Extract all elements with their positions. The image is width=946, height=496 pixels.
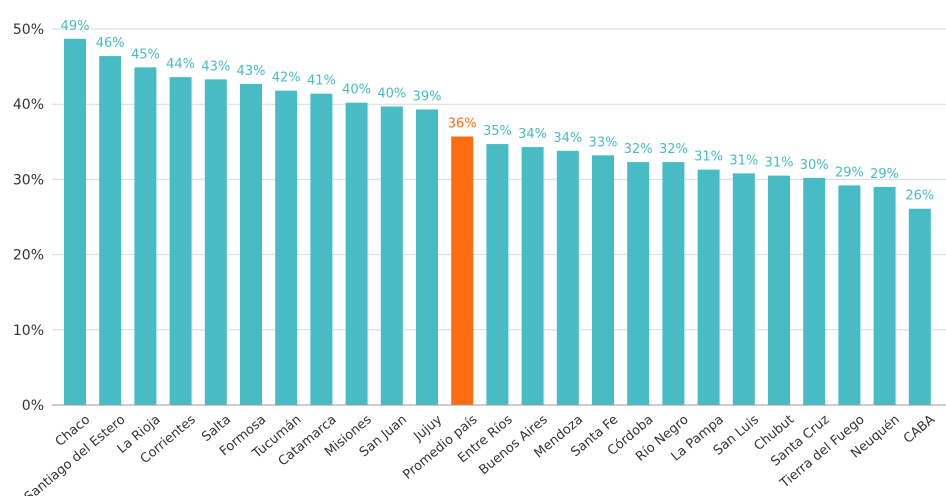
bar (556, 150, 579, 405)
bar (803, 177, 826, 405)
data-label: 49% (61, 19, 90, 34)
data-label: 39% (413, 89, 442, 104)
bar (592, 155, 614, 405)
bars (64, 38, 931, 406)
data-label: 40% (377, 86, 406, 101)
data-label: 44% (166, 57, 195, 72)
bar (768, 175, 790, 405)
data-label: 31% (729, 153, 758, 168)
x-tick-label: CABA (901, 412, 938, 447)
data-label: 40% (342, 83, 371, 98)
bar (99, 56, 122, 406)
bar (204, 79, 227, 405)
bar (521, 147, 544, 405)
data-label: 32% (659, 142, 688, 157)
data-label: 36% (448, 117, 477, 132)
data-label: 34% (553, 131, 582, 146)
y-tick-label: 40% (13, 97, 44, 113)
bar (908, 208, 931, 405)
y-tick-label: 10% (13, 323, 44, 339)
data-label: 43% (237, 64, 266, 79)
bar (873, 186, 896, 405)
bar (169, 77, 192, 406)
bar (134, 67, 157, 406)
data-label: 43% (201, 59, 230, 74)
data-label: 33% (589, 135, 618, 150)
data-label: 35% (483, 124, 512, 139)
bar (451, 136, 474, 405)
bar (697, 169, 720, 405)
bar (64, 38, 86, 405)
bar (662, 162, 685, 405)
data-label: 31% (765, 156, 794, 171)
data-label: 42% (272, 71, 301, 86)
data-label: 32% (624, 142, 653, 157)
bar (416, 109, 438, 406)
data-label: 30% (800, 158, 829, 173)
data-label: 31% (694, 150, 723, 165)
bar (275, 90, 298, 405)
bar (838, 185, 861, 405)
data-label: 46% (96, 36, 125, 51)
data-label: 41% (307, 74, 336, 89)
data-label: 29% (870, 167, 899, 182)
y-tick-label: 20% (13, 248, 44, 264)
data-label: 34% (518, 127, 547, 142)
bar (486, 144, 509, 405)
bar (732, 173, 755, 405)
bar (310, 93, 333, 405)
bar (345, 102, 368, 406)
data-label: 26% (905, 189, 934, 204)
bar (380, 106, 403, 406)
data-labels: 49% 46% 45% 44% 43% 43% 42% 41% 40% 40% 39% 36% 35% 3… (61, 19, 935, 204)
y-tick-label: 30% (13, 172, 44, 188)
y-axis: 0% 10% 20% 30% 40% 50% (13, 22, 44, 414)
y-tick-label: 50% (13, 22, 44, 38)
bar (240, 83, 262, 405)
y-tick-label: 0% (22, 398, 44, 414)
bar (627, 162, 650, 405)
data-label: 29% (835, 165, 864, 180)
data-label: 45% (131, 47, 160, 62)
